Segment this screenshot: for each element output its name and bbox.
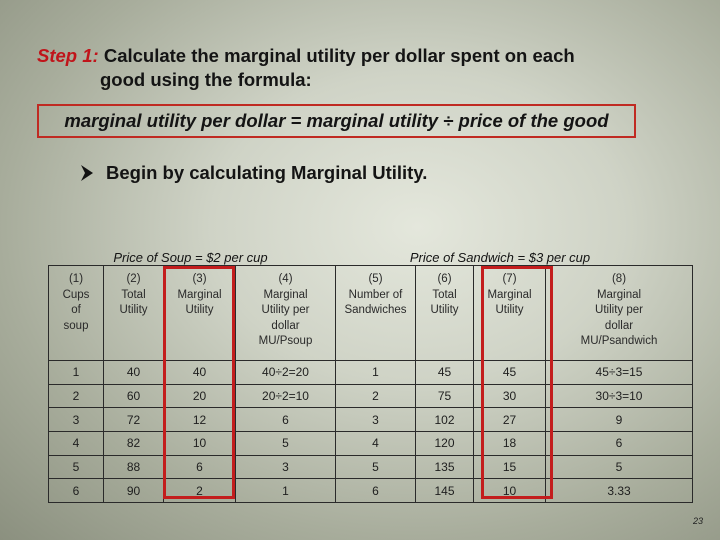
table-cell: 90 [103,478,164,504]
table-cell: 1 [235,478,336,504]
page-number: 23 [693,516,704,526]
table-cell: 40 [163,360,236,385]
step-label: Step 1: [37,45,99,66]
table-cell: 5 [48,454,104,480]
table-cell: 1 [48,360,104,385]
utility-table: (1) Cups of soup (2) Total Utility (3) M… [48,265,693,504]
column-header: (4) Marginal Utility per dollar MU/Psoup [235,265,336,361]
formula-text: marginal utility per dollar = marginal u… [64,110,609,131]
table-row: 3 72 12 6 3 102 27 9 [48,407,693,433]
table-row: 5 88 6 3 5 135 15 5 [48,454,693,480]
table-cell: 10 [473,478,546,504]
table-cell: 40 [103,360,164,385]
table-cell: 30 [473,383,546,409]
table-cell: 5 [545,454,693,480]
table-cell: 10 [163,431,236,456]
column-header: (7) Marginal Utility [473,265,546,361]
table-header-row: (1) Cups of soup (2) Total Utility (3) M… [48,265,693,361]
table-cell: 120 [415,431,474,456]
table-cell: 6 [235,407,336,433]
table-row: 2 60 20 20÷2=10 2 75 30 30÷3=10 [48,383,693,409]
column-header: (3) Marginal Utility [163,265,236,361]
column-header: (8) Marginal Utility per dollar MU/Psand… [545,265,693,361]
table-cell: 4 [48,431,104,456]
table-cell: 3.33 [545,478,693,504]
column-header: (6) Total Utility [415,265,474,361]
table-cell: 145 [415,478,474,504]
table-cell: 4 [335,431,416,456]
table-cell: 18 [473,431,546,456]
table-cell: 5 [235,431,336,456]
table-cell: 2 [335,383,416,409]
column-header: (1) Cups of soup [48,265,104,361]
table-cell: 75 [415,383,474,409]
table-cell: 30÷3=10 [545,383,693,409]
table-cell: 27 [473,407,546,433]
table-cell: 40÷2=20 [235,360,336,385]
table-row: 4 82 10 5 4 120 18 6 [48,431,693,456]
bullet-item: Begin by calculating Marginal Utility. [80,162,427,184]
table-cell: 2 [48,383,104,409]
table-cell: 9 [545,407,693,433]
table-cell: 82 [103,431,164,456]
column-header: (5) Number of Sandwiches [335,265,416,361]
table-cell: 45÷3=15 [545,360,693,385]
sandwich-price-heading: Price of Sandwich = $3 per cup [409,250,591,265]
table-cell: 45 [473,360,546,385]
table-cell: 3 [235,454,336,480]
table-cell: 45 [415,360,474,385]
table-cell: 6 [163,454,236,480]
table-cell: 1 [335,360,416,385]
table-cell: 102 [415,407,474,433]
table-row: 6 90 2 1 6 145 10 3.33 [48,478,693,504]
table-cell: 2 [163,478,236,504]
arrow-bullet-icon [81,165,93,181]
soup-price-heading: Price of Soup = $2 per cup [113,250,268,265]
table-row: 1 40 40 40÷2=20 1 45 45 45÷3=15 [48,360,693,385]
table-cell: 72 [103,407,164,433]
step-text-line2: good using the formula: [100,69,312,90]
table-cell: 20 [163,383,236,409]
table-cell: 60 [103,383,164,409]
table-cell: 6 [545,431,693,456]
table-cell: 3 [48,407,104,433]
table-cell: 135 [415,454,474,480]
column-header: (2) Total Utility [103,265,164,361]
table-cell: 88 [103,454,164,480]
table-cell: 6 [48,478,104,504]
step-heading: Step 1: Calculate the marginal utility p… [37,44,677,92]
bullet-text: Begin by calculating Marginal Utility. [106,162,428,183]
step-text-line1: Calculate the marginal utility per dolla… [103,45,575,66]
table-cell: 3 [335,407,416,433]
formula-box: marginal utility per dollar = marginal u… [37,104,636,138]
table-cell: 12 [163,407,236,433]
table-cell: 6 [335,478,416,504]
table-cell: 15 [473,454,546,480]
table-cell: 5 [335,454,416,480]
table-cell: 20÷2=10 [235,383,336,409]
